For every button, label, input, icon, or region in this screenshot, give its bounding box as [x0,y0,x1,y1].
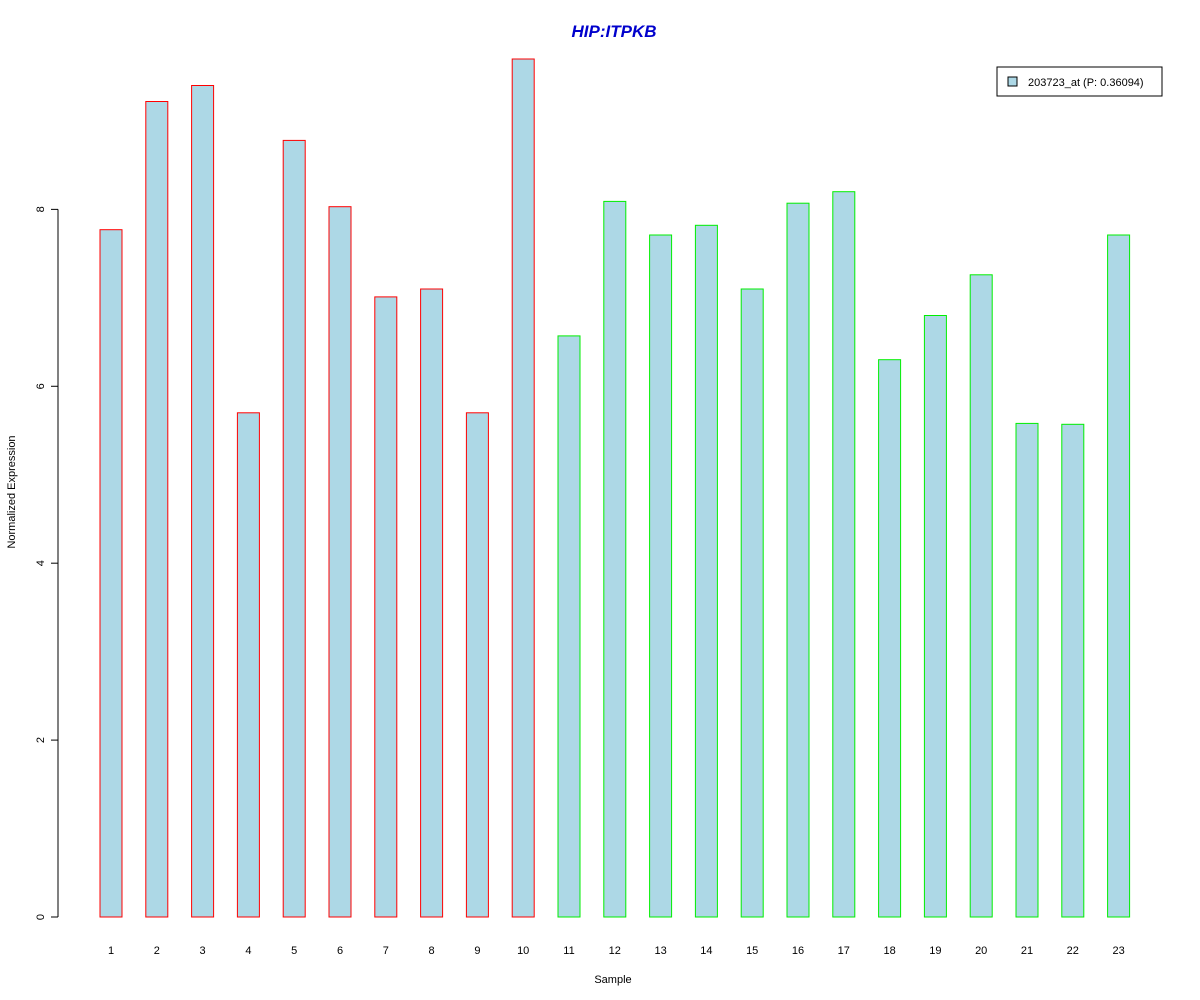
y-tick-label: 0 [35,914,47,920]
x-tick-label: 3 [200,945,206,957]
x-tick-label: 14 [700,945,712,957]
x-tick-label: 2 [154,945,160,957]
x-tick-label: 8 [429,945,435,957]
x-tick-label: 12 [609,945,621,957]
bar-sample-20 [969,274,993,918]
x-tick-label: 6 [337,945,343,957]
x-axis-label: Sample [594,974,631,986]
bars [99,58,1131,918]
bar-sample-17 [832,191,856,918]
bar-sample-1 [99,229,123,918]
bar-sample-7 [374,296,398,918]
bar-sample-4 [236,412,260,918]
x-tick-label: 11 [563,945,574,957]
x-tick-label: 13 [654,945,666,957]
bar-sample-14 [694,224,718,918]
x-tick-label: 5 [291,945,297,957]
y-axis: 0 2 4 6 8 [35,206,59,920]
bar-sample-15 [740,288,764,918]
x-tick-label: 7 [383,945,389,957]
x-tick-label: 19 [929,945,941,957]
bar-sample-23 [1107,234,1131,918]
x-tick-label: 10 [517,945,529,957]
legend-swatch [1007,76,1018,87]
bar-sample-9 [465,412,489,918]
bar-sample-13 [649,234,673,918]
x-tick-label: 16 [792,945,804,957]
bar-sample-3 [191,85,215,918]
bar-sample-5 [282,139,306,918]
y-tick-label: 6 [35,383,47,389]
bar-sample-19 [923,315,947,918]
bar-sample-6 [328,206,352,918]
bar-sample-22 [1061,423,1085,918]
x-tick-label: 18 [883,945,895,957]
chart-title: HIP:ITPKB [572,22,657,41]
y-tick-label: 4 [35,560,47,566]
y-tick-label: 8 [35,206,47,212]
bar-sample-21 [1015,422,1039,918]
bar-sample-10 [511,58,535,918]
x-tick-label: 9 [474,945,480,957]
x-tick-label: 4 [245,945,251,957]
x-tick-label: 21 [1021,945,1033,957]
y-axis-label: Normalized Expression [6,435,18,548]
bar-sample-12 [603,200,627,918]
x-tick-label: 23 [1112,945,1124,957]
x-tick-label: 15 [746,945,758,957]
x-tick-label: 20 [975,945,987,957]
x-tick-labels: 1 2 3 4 5 6 7 8 9 10 11 12 13 14 15 16 17 18 19 20 21 22 23 [108,945,1125,957]
bar-sample-18 [878,359,902,918]
legend-box [996,66,1163,97]
legend-entry-label: 203723_at (P: 0.36094) [1028,77,1144,89]
bar-sample-11 [557,335,581,918]
x-tick-label: 17 [838,945,850,957]
bar-sample-16 [786,202,810,918]
x-tick-label: 1 [108,945,114,957]
x-tick-label: 22 [1067,945,1079,957]
bar-sample-2 [145,101,169,918]
legend: 203723_at (P: 0.36094) [996,66,1163,97]
bar-sample-8 [420,288,444,918]
y-tick-label: 2 [35,737,47,743]
